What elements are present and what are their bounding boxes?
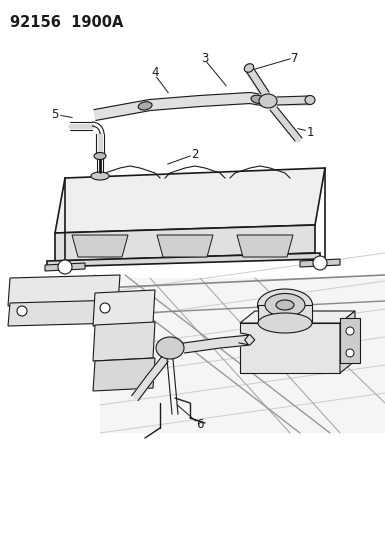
Polygon shape bbox=[93, 290, 155, 326]
Ellipse shape bbox=[259, 94, 277, 108]
Ellipse shape bbox=[91, 172, 109, 180]
Ellipse shape bbox=[258, 289, 313, 321]
Text: 5: 5 bbox=[51, 109, 59, 122]
Ellipse shape bbox=[305, 95, 315, 104]
Circle shape bbox=[100, 303, 110, 313]
Polygon shape bbox=[55, 168, 325, 233]
Polygon shape bbox=[258, 305, 312, 323]
Text: 92156  1900A: 92156 1900A bbox=[10, 15, 123, 30]
Polygon shape bbox=[132, 357, 168, 400]
Polygon shape bbox=[157, 235, 213, 257]
Circle shape bbox=[17, 306, 27, 316]
Ellipse shape bbox=[265, 294, 305, 317]
Polygon shape bbox=[93, 358, 155, 391]
Polygon shape bbox=[240, 311, 355, 323]
Text: 1: 1 bbox=[306, 126, 314, 140]
Text: 3: 3 bbox=[201, 52, 209, 64]
Polygon shape bbox=[94, 93, 269, 120]
Ellipse shape bbox=[138, 102, 152, 110]
Polygon shape bbox=[47, 253, 320, 267]
Polygon shape bbox=[72, 235, 128, 257]
Polygon shape bbox=[340, 311, 355, 373]
Polygon shape bbox=[183, 333, 255, 353]
Polygon shape bbox=[93, 322, 155, 361]
Ellipse shape bbox=[156, 337, 184, 359]
Ellipse shape bbox=[258, 313, 312, 333]
Polygon shape bbox=[300, 259, 340, 267]
Ellipse shape bbox=[251, 95, 265, 103]
Polygon shape bbox=[55, 225, 315, 261]
Circle shape bbox=[346, 349, 354, 357]
Text: 7: 7 bbox=[291, 52, 299, 64]
Polygon shape bbox=[237, 235, 293, 257]
Circle shape bbox=[58, 260, 72, 274]
Polygon shape bbox=[8, 300, 120, 326]
Polygon shape bbox=[8, 275, 120, 306]
Circle shape bbox=[346, 327, 354, 335]
Polygon shape bbox=[340, 318, 360, 363]
Text: 6: 6 bbox=[196, 418, 204, 432]
Polygon shape bbox=[240, 323, 340, 373]
Polygon shape bbox=[45, 263, 85, 271]
Text: 4: 4 bbox=[151, 67, 159, 79]
Text: 2: 2 bbox=[191, 149, 199, 161]
Ellipse shape bbox=[244, 64, 254, 72]
Polygon shape bbox=[100, 278, 385, 433]
Circle shape bbox=[313, 256, 327, 270]
Ellipse shape bbox=[276, 300, 294, 310]
Ellipse shape bbox=[94, 152, 106, 159]
